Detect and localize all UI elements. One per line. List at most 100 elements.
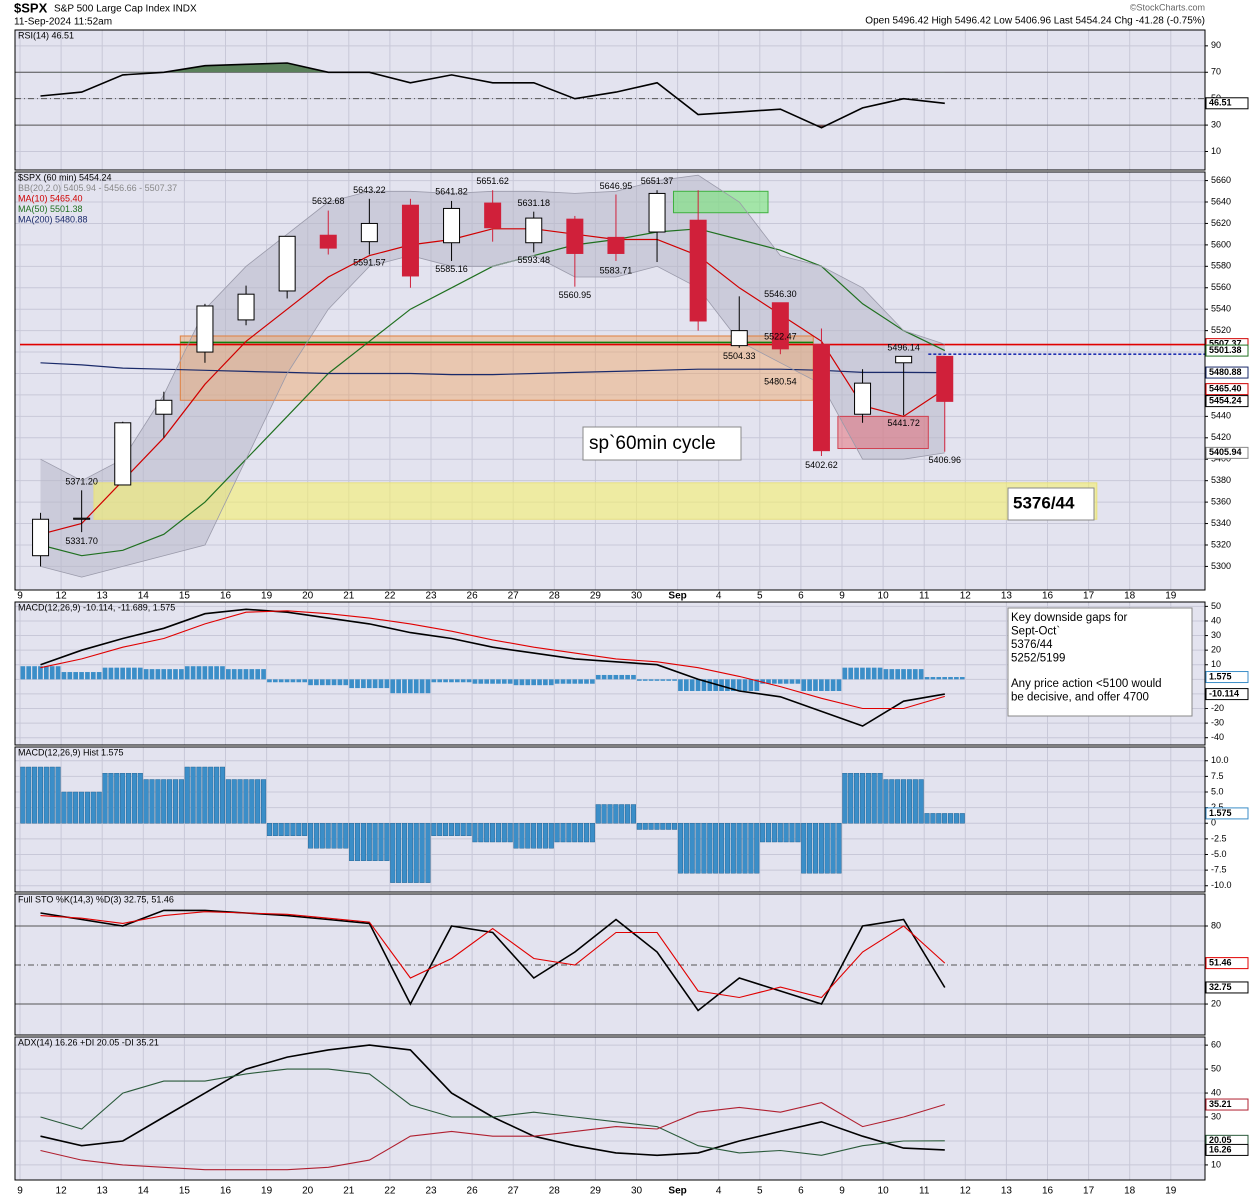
candle-body xyxy=(771,302,789,350)
hist-bar xyxy=(454,823,460,836)
candle-body xyxy=(566,218,584,254)
x-tick-label: 5 xyxy=(757,591,763,602)
hist-bar xyxy=(219,766,225,824)
hist-bar xyxy=(942,813,948,824)
x-tick-label: 4 xyxy=(716,1186,722,1197)
hist-bar xyxy=(930,813,936,824)
panel xyxy=(15,1037,1205,1180)
hist-bar xyxy=(366,823,372,861)
x-tick-label: 16 xyxy=(220,1186,232,1197)
hist-bar xyxy=(678,679,683,692)
hist-bar xyxy=(231,779,237,824)
hist-bar xyxy=(67,791,73,824)
hist-bar xyxy=(202,766,208,824)
hist-bar xyxy=(349,823,355,861)
value-tag xyxy=(1205,366,1249,379)
hist-bar xyxy=(26,666,32,680)
note-box xyxy=(1007,607,1193,717)
hist-bar xyxy=(683,823,689,874)
x-tick-label: 30 xyxy=(631,591,643,602)
hist-bar xyxy=(178,779,184,824)
hist-bar xyxy=(167,779,173,824)
hist-bar xyxy=(490,823,496,843)
hist-bar xyxy=(830,823,836,874)
hist-bar xyxy=(49,666,55,680)
hist-bar xyxy=(683,679,689,692)
hist-bar xyxy=(173,669,178,680)
legend-entry: MA(10) 5465.40 xyxy=(18,193,83,203)
x-tick-label: 19 xyxy=(261,1186,273,1197)
candle-body xyxy=(854,382,872,415)
candle-body xyxy=(689,219,707,322)
y-tick-label: 5300 xyxy=(1211,561,1231,571)
y-tick-label: 50 xyxy=(1211,601,1221,611)
hist-bar xyxy=(947,813,954,824)
hist-bar xyxy=(689,823,695,874)
candle-body xyxy=(443,207,461,244)
x-tick-label: 29 xyxy=(590,1186,602,1197)
hist-bar xyxy=(243,779,249,824)
x-tick-label: 22 xyxy=(384,1186,396,1197)
hist-bar xyxy=(290,679,296,683)
y-tick-label: -20 xyxy=(1211,703,1224,713)
hist-bar xyxy=(959,813,965,824)
hist-bar xyxy=(155,669,161,680)
value-tag xyxy=(1205,446,1249,459)
hist-bar xyxy=(73,672,79,680)
hist-bar xyxy=(149,669,155,680)
hist-bar xyxy=(501,679,507,684)
hist-bar xyxy=(114,773,120,824)
price-annotation: 5371.20 xyxy=(65,476,98,486)
candle-body xyxy=(730,330,748,347)
x-tick-label: 5 xyxy=(757,1186,763,1197)
panel-title: Full STO %K(14,3) %D(3) 32.75, 51.46 xyxy=(18,894,174,904)
hist-bar xyxy=(848,667,854,680)
legend-entry: BB(20,2.0) 5405.94 - 5456.66 - 5507.37 xyxy=(18,183,177,193)
hist-bar xyxy=(895,779,901,824)
price-annotation: 5583.71 xyxy=(600,266,633,276)
hist-bar xyxy=(953,813,959,824)
hist-bar xyxy=(337,823,343,849)
hist-bar xyxy=(261,779,267,824)
hist-bar xyxy=(877,773,883,824)
hist-bar xyxy=(208,766,214,824)
indicator-line xyxy=(40,909,946,1012)
x-tick-label: 13 xyxy=(97,591,109,602)
hist-bar xyxy=(807,679,812,692)
hist-bar xyxy=(202,666,208,680)
hist-bar xyxy=(677,823,683,874)
hist-bar xyxy=(437,679,443,683)
note-line: 5376/44 xyxy=(1011,639,1053,651)
y-tick-label: 10.0 xyxy=(1211,755,1229,765)
zone-note: 5376/44 xyxy=(1013,493,1075,512)
hist-bar xyxy=(466,823,472,836)
hist-bar xyxy=(613,674,619,680)
price-annotation: 5591.57 xyxy=(353,257,386,267)
symbol: $SPX xyxy=(14,0,48,15)
hist-bar xyxy=(190,766,196,824)
hist-bar xyxy=(918,779,924,824)
hist-bar xyxy=(507,679,513,684)
candle-body xyxy=(360,222,378,243)
note-line: Key downside gaps for xyxy=(1011,612,1128,624)
hist-bar xyxy=(96,791,102,824)
datetime: 11-Sep-2024 11:52am xyxy=(14,17,112,28)
value-tag-label: 5405.94 xyxy=(1209,447,1242,457)
x-tick-label: 19 xyxy=(1165,591,1177,602)
hist-bar xyxy=(413,679,419,694)
hist-bar xyxy=(701,679,707,692)
index-name: S&P 500 Large Cap Index INDX xyxy=(54,4,197,15)
legend-entry: MA(50) 5501.38 xyxy=(18,204,83,214)
hist-bar xyxy=(43,766,49,824)
hist-bar xyxy=(220,666,225,680)
y-tick-label: 40 xyxy=(1211,615,1221,625)
y-tick-label: -5.0 xyxy=(1211,849,1227,859)
value-tag-label: 5454.24 xyxy=(1209,395,1242,405)
hist-bar xyxy=(214,766,220,824)
x-tick-label: 23 xyxy=(425,1186,437,1197)
hist-bar xyxy=(936,677,942,680)
hist-bar xyxy=(766,679,771,684)
y-tick-label: 5360 xyxy=(1211,496,1231,506)
x-tick-label: 11 xyxy=(919,1186,930,1197)
